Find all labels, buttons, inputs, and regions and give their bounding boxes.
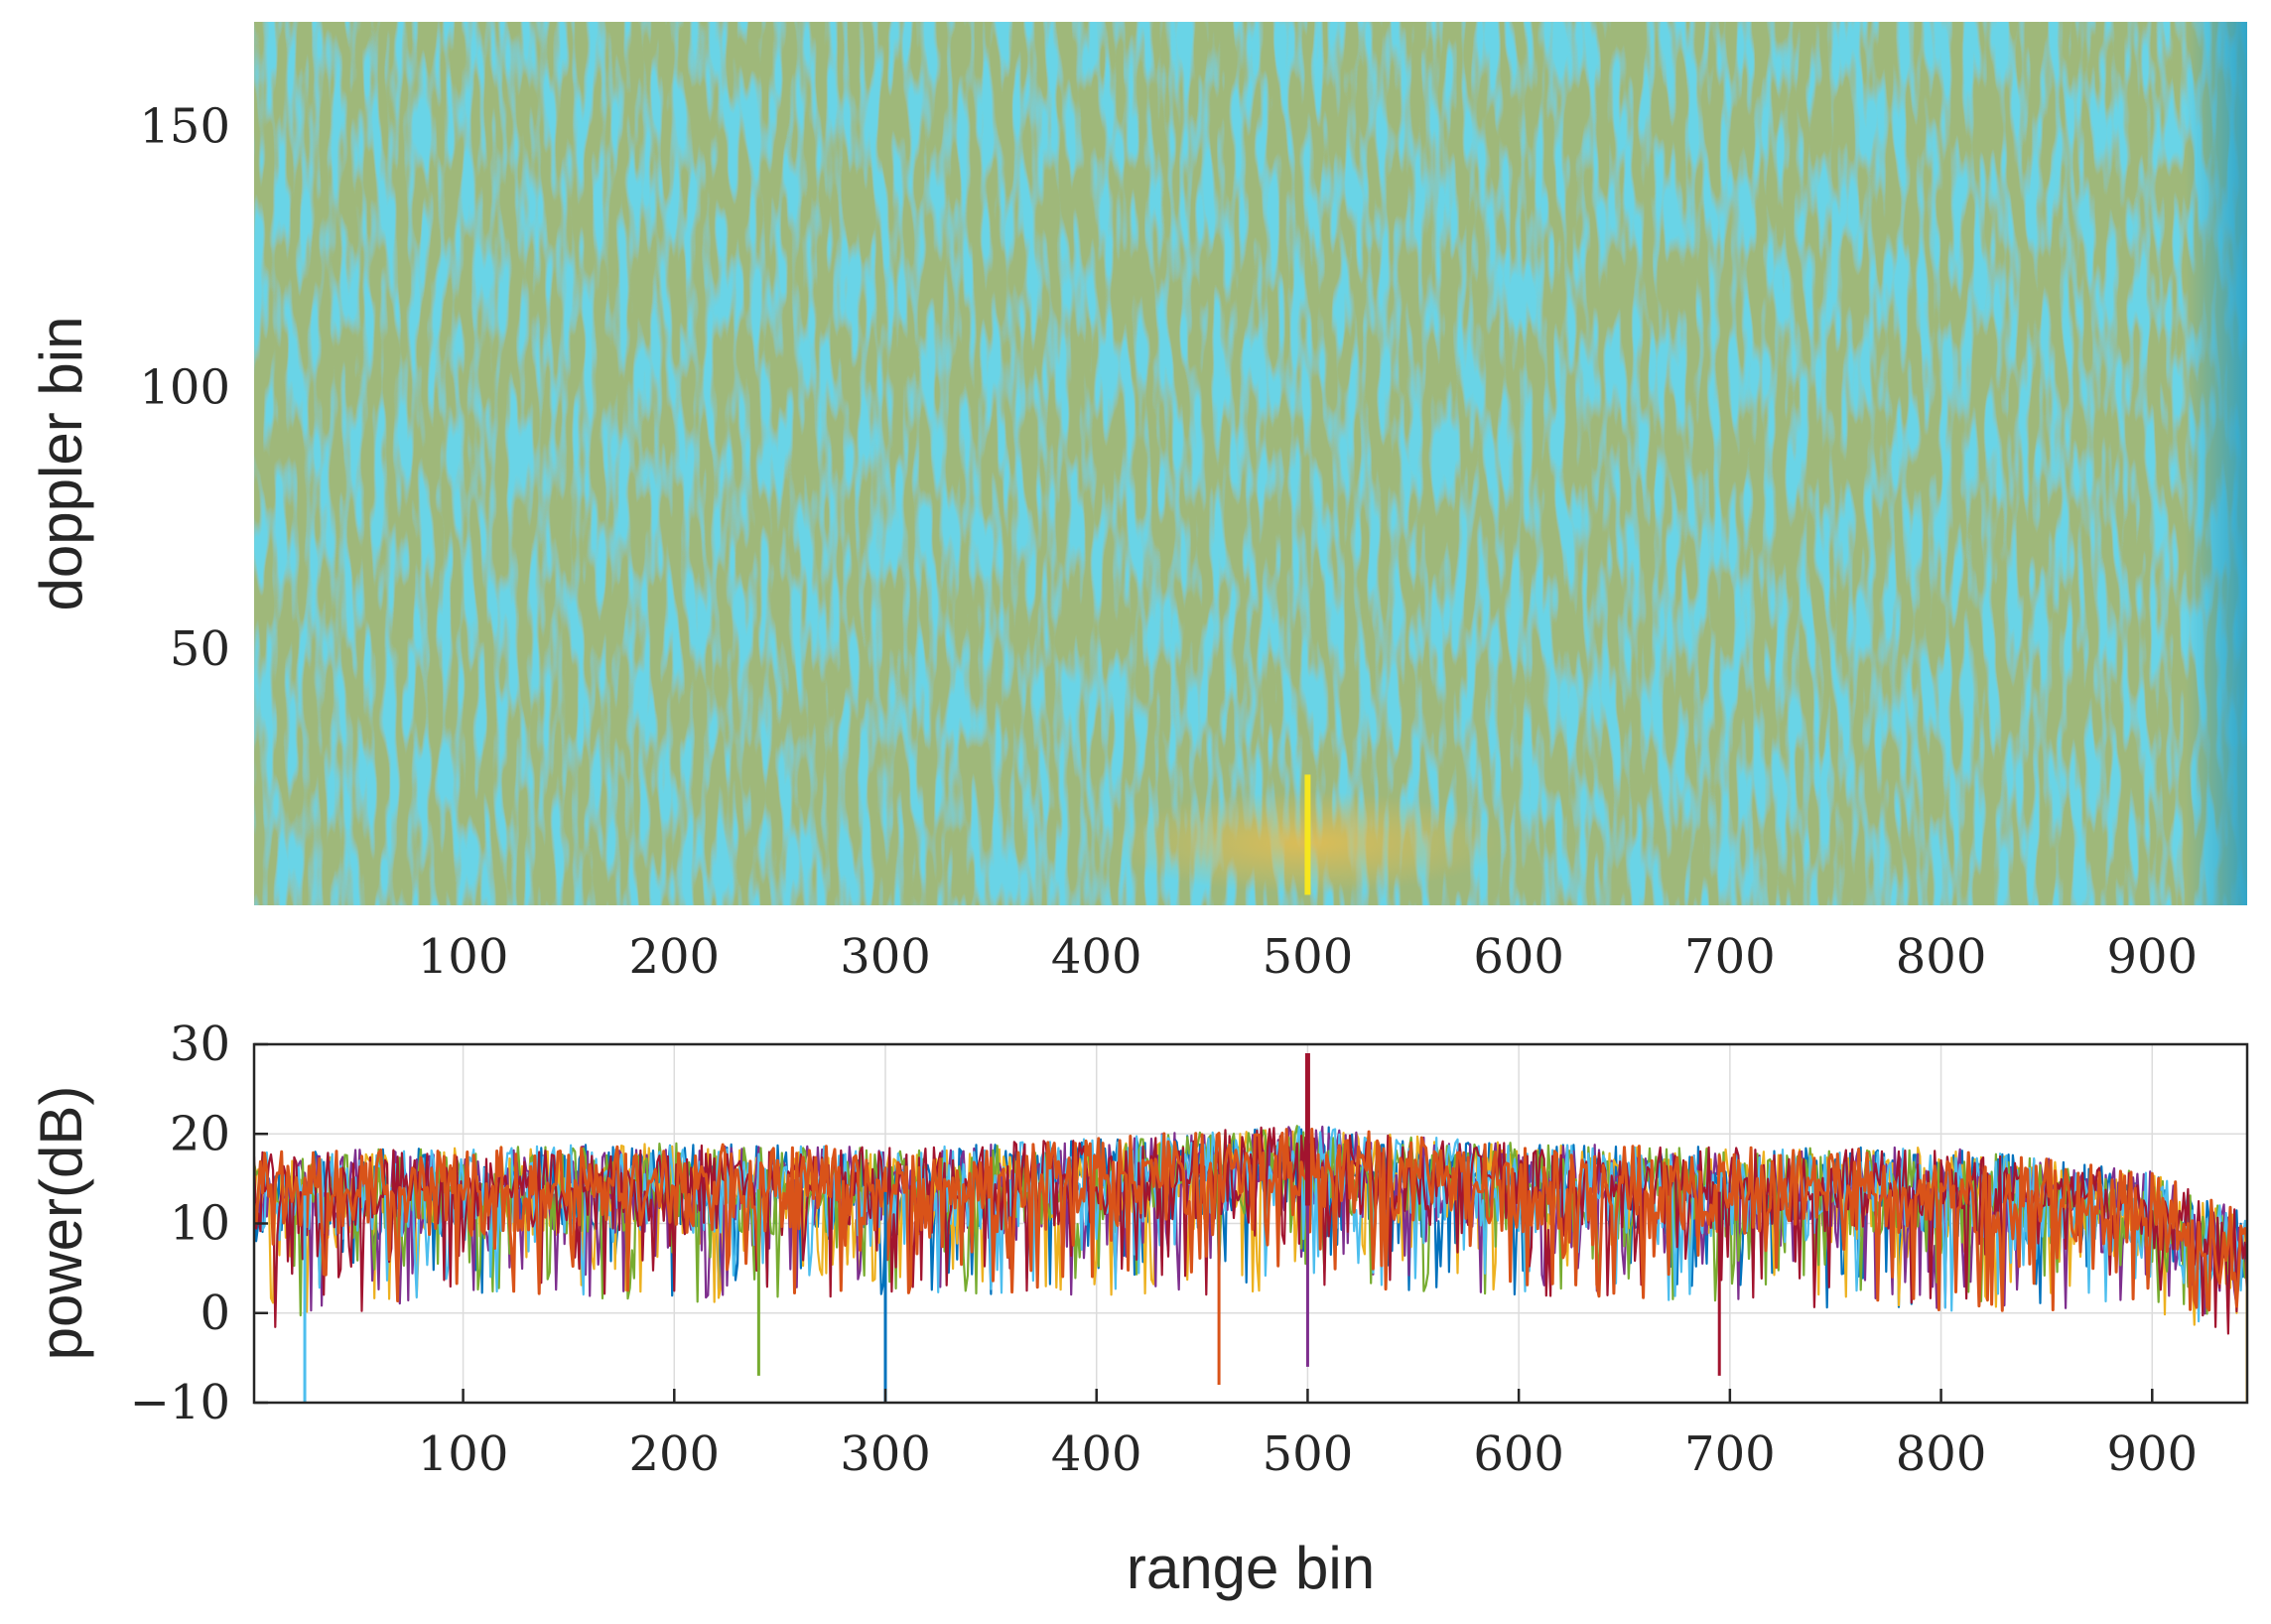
heatmap-x-ticks: 100 200 300 400 500 600 700 800 900 [418,929,2198,985]
heatmap-cool-edge [2185,22,2247,905]
heatmap-y-axis-label: doppler bin [28,317,94,611]
power-y-tick-label: 10 [170,1196,230,1252]
power-x-tick-label: 400 [1051,1426,1142,1482]
heatmap-x-tick-label: 600 [1473,929,1564,985]
power-series-line [254,1128,2247,1312]
heatmap-y-tick-label: 100 [139,360,230,416]
power-x-tick-label: 700 [1684,1426,1776,1482]
heatmap-x-tick-label: 100 [418,929,509,985]
heatmap-x-tick-label: 700 [1684,929,1776,985]
power-x-tick-label: 300 [840,1426,931,1482]
heatmap-x-tick-label: 300 [840,929,931,985]
heatmap-y-tick-label: 150 [139,98,230,154]
power-x-tick-label: 500 [1263,1426,1354,1482]
power-x-tick-label: 100 [418,1426,509,1482]
heatmap-panel: 50 100 150 100 200 300 400 500 600 700 800 900 dop… [28,22,2247,985]
power-x-axis-label: range bin [1127,1535,1375,1601]
power-x-tick-label: 600 [1473,1426,1564,1482]
power-x-tick-label: 200 [628,1426,720,1482]
heatmap-x-tick-label: 200 [628,929,720,985]
power-series-line [254,1126,2247,1323]
power-y-ticks: −10 0 10 20 30 [130,1016,268,1430]
power-x-tick-label: 800 [1896,1426,1987,1482]
power-y-tick-label: 20 [170,1106,230,1161]
heatmap-x-tick-label: 400 [1051,929,1142,985]
power-x-tick-label: 900 [2106,1426,2198,1482]
heatmap-x-tick-label: 800 [1896,929,1987,985]
heatmap-y-tick-label: 50 [170,621,230,677]
heatmap-y-ticks: 50 100 150 [139,98,230,677]
power-y-tick-label: 0 [200,1286,230,1341]
power-y-tick-label: 30 [170,1016,230,1072]
heatmap-background [254,22,2247,905]
power-y-tick-label: −10 [130,1375,230,1430]
heatmap-x-tick-label: 500 [1263,929,1354,985]
power-series-group [254,1053,2247,1403]
heatmap-peak [1304,774,1311,895]
heatmap-x-tick-label: 900 [2106,929,2198,985]
power-y-axis-label: power(dB) [28,1086,94,1361]
power-x-ticks: 100 200 300 400 500 600 700 800 900 [418,1389,2198,1482]
power-panel: −10 0 10 20 30 100 200 300 400 500 600 700 800 900 p… [28,1016,2249,1601]
